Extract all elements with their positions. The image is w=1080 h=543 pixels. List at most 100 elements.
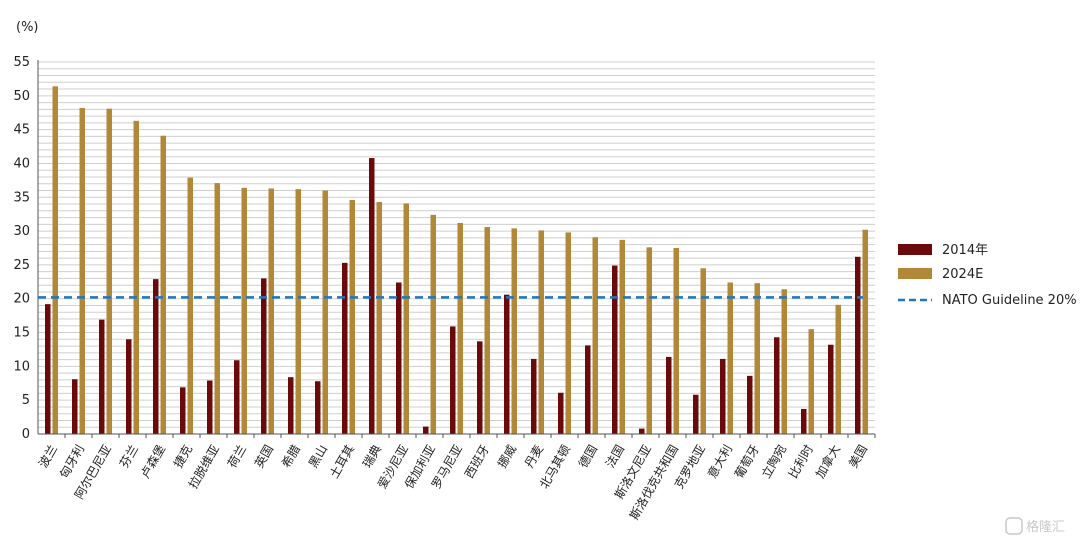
bar-2024e — [565, 232, 571, 434]
bar-2024e — [700, 268, 706, 434]
bar-2014 — [504, 294, 510, 434]
bar-2014 — [207, 380, 213, 434]
x-tick-label: 加拿大 — [812, 442, 843, 481]
bar-2024e — [781, 289, 787, 434]
bar-2014 — [315, 381, 321, 434]
x-tick-label: 芬兰 — [117, 443, 141, 471]
y-tick-label: 55 — [13, 55, 30, 70]
bar-2024e — [592, 237, 598, 434]
bar-2024e — [646, 247, 652, 434]
bar-2014 — [288, 377, 294, 434]
bar-2024e — [538, 230, 544, 434]
y-tick-label: 45 — [13, 123, 30, 138]
bar-2024e — [835, 304, 841, 434]
bar-2024e — [484, 227, 490, 434]
x-tick-label: 立陶宛 — [758, 442, 789, 481]
y-unit-label: (%) — [16, 20, 39, 35]
x-tick-label: 英国 — [252, 443, 276, 471]
y-tick-label: 25 — [13, 258, 30, 273]
y-tick-label: 40 — [13, 156, 30, 171]
x-tick-label: 挪威 — [495, 443, 519, 471]
x-tick-label: 葡萄牙 — [732, 443, 762, 481]
legend: 2014年 2024E NATO Guideline 20% — [898, 243, 1077, 308]
bar-2024e — [862, 229, 868, 434]
bar-2024e — [295, 189, 301, 434]
bar-2024e — [349, 199, 355, 434]
bar-2014 — [261, 278, 267, 434]
x-tick-label: 法国 — [603, 443, 627, 471]
bar-2014 — [801, 408, 807, 434]
bar-2014 — [153, 279, 159, 434]
x-tick-label: 德国 — [575, 442, 600, 470]
x-tick-label: 美国 — [846, 443, 870, 471]
x-tick-label: 希腊 — [278, 442, 303, 470]
bar-2024e — [511, 228, 517, 434]
x-tick-label: 比利时 — [786, 443, 816, 481]
y-tick-label: 15 — [13, 326, 30, 341]
y-tick-label: 35 — [13, 190, 30, 205]
y-tick-label: 20 — [13, 292, 30, 307]
legend-label: 2014年 — [942, 243, 988, 258]
legend-swatch — [898, 244, 932, 255]
bar-2014 — [396, 282, 402, 434]
x-tick-label: 丹麦 — [522, 443, 546, 471]
bar-2014 — [585, 345, 591, 434]
bar-2014 — [342, 262, 348, 434]
bar-2024e — [79, 107, 85, 434]
bar-2014 — [180, 387, 186, 434]
bar-2024e — [376, 202, 382, 434]
legend-swatch — [898, 268, 932, 279]
bar-2014 — [855, 256, 861, 434]
bar-2014 — [774, 337, 780, 434]
bar-2024e — [322, 190, 328, 434]
watermark-logo — [1005, 517, 1023, 535]
x-tick-label: 卢森堡 — [137, 442, 168, 481]
x-tick-label: 荷兰 — [225, 443, 249, 471]
bar-2014 — [558, 392, 564, 434]
x-tick-label: 土耳其 — [327, 443, 357, 481]
bar-2014 — [45, 304, 51, 434]
y-tick-label: 0 — [22, 427, 30, 442]
bar-2024e — [160, 135, 166, 434]
bar-2024e — [214, 183, 220, 434]
legend-label: 2024E — [942, 267, 983, 282]
y-axis: 0 5 10 15 20 25 30 35 40 45 50 55 — [13, 55, 39, 442]
bar-2024e — [133, 120, 139, 435]
bar-2024e — [403, 203, 409, 434]
bar-2024e — [106, 108, 112, 434]
bar-2014 — [720, 358, 726, 434]
bar-2024e — [727, 282, 733, 434]
bar-2014 — [477, 341, 483, 434]
x-tick-label: 意大利 — [704, 442, 735, 481]
y-tick-label: 5 — [22, 393, 30, 408]
bar-2014 — [612, 265, 618, 434]
x-tick-label: 黑山 — [306, 443, 330, 471]
bar-2024e — [430, 214, 436, 434]
bar-2024e — [241, 187, 247, 434]
bar-2014 — [234, 360, 240, 434]
bar-2024e — [619, 239, 625, 434]
y-tick-label: 10 — [13, 359, 30, 374]
x-tick-label: 瑞典 — [360, 443, 384, 471]
bar-2014 — [828, 344, 834, 434]
bar-2024e — [457, 222, 463, 434]
bar-2024e — [268, 188, 274, 434]
bar-2014 — [531, 358, 537, 434]
bar-2024e — [754, 283, 760, 434]
bar-2014 — [126, 339, 132, 434]
y-tick-label: 50 — [13, 89, 30, 104]
bar-2024e — [808, 329, 814, 434]
x-tick-label: 西班牙 — [462, 443, 492, 481]
legend-label: NATO Guideline 20% — [942, 293, 1077, 308]
bars — [45, 86, 868, 435]
bar-2014 — [72, 379, 78, 434]
grid — [38, 61, 875, 428]
bar-2024e — [673, 248, 679, 434]
bar-2014 — [450, 326, 456, 434]
y-tick-label: 30 — [13, 224, 30, 239]
x-tick-label: 捷克 — [171, 443, 195, 471]
bar-2014 — [693, 394, 699, 434]
bar-2014 — [639, 428, 645, 434]
